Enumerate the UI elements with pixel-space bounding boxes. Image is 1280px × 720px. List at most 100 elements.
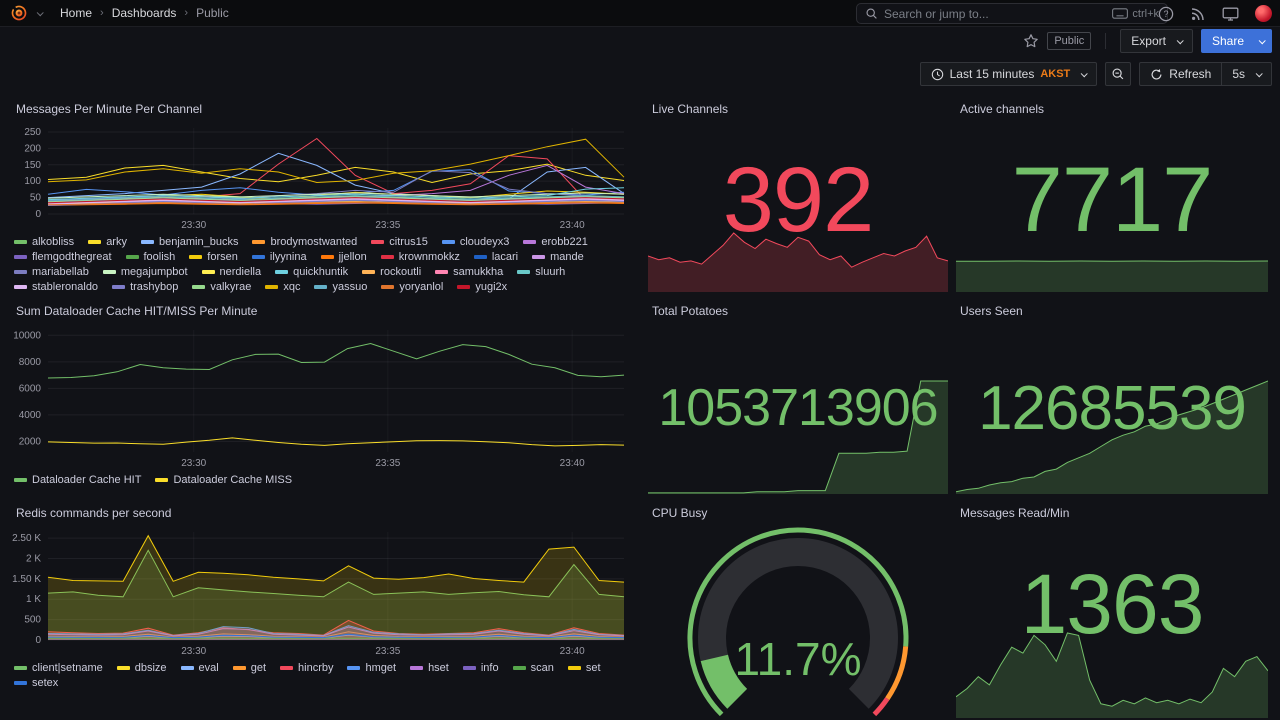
legend-item[interactable]: foolish	[125, 251, 175, 263]
legend-item[interactable]: client|setname	[14, 662, 103, 674]
breadcrumb-home[interactable]: Home	[60, 6, 93, 20]
svg-text:23:30: 23:30	[181, 646, 206, 657]
legend-label: yoryanlol	[399, 281, 444, 293]
avatar[interactable]	[1255, 5, 1272, 22]
refresh-label: Refresh	[1169, 67, 1212, 81]
svg-text:6000: 6000	[19, 383, 42, 394]
legend-swatch	[155, 478, 169, 482]
legend-item[interactable]: hincrby	[280, 662, 333, 674]
star-icon[interactable]	[1023, 33, 1039, 49]
legend-item[interactable]: brodymostwanted	[252, 236, 357, 248]
monitor-icon[interactable]	[1222, 6, 1239, 22]
legend-item[interactable]: yoryanlol	[381, 281, 443, 293]
legend-item[interactable]: hmget	[347, 662, 396, 674]
legend-item[interactable]: alkobliss	[14, 236, 74, 248]
legend-item[interactable]: Dataloader Cache MISS	[155, 474, 292, 486]
svg-text:150: 150	[24, 160, 41, 171]
legend-swatch	[362, 270, 376, 274]
legend-swatch	[14, 240, 27, 244]
panel-title[interactable]: Live Channels	[652, 102, 729, 116]
legend-item[interactable]: Dataloader Cache HIT	[14, 474, 141, 486]
panel-title[interactable]: Active channels	[960, 102, 1045, 116]
panel-live-channels: Live Channels 392	[648, 96, 948, 292]
legend-item[interactable]: scan	[512, 662, 554, 674]
legend-swatch	[462, 666, 476, 670]
legend-swatch	[189, 255, 203, 259]
panel-title[interactable]: Redis commands per second	[16, 506, 172, 520]
legend-swatch	[347, 666, 361, 670]
legend-item[interactable]: yugi2x	[457, 281, 507, 293]
panel-title[interactable]: Users Seen	[960, 304, 1023, 318]
legend-item[interactable]: ilyynina	[251, 251, 307, 263]
legend-item[interactable]: citrus15	[371, 236, 428, 248]
legend-item[interactable]: lacari	[473, 251, 518, 263]
timeseries-chart[interactable]: 0 500 1 K 1.50 K 2 K 2.50 K 23:30 23:35 23:40	[12, 526, 640, 660]
legend-item[interactable]: info	[462, 662, 499, 674]
refresh-button[interactable]: Refresh	[1139, 62, 1223, 86]
legend-item[interactable]: eval	[180, 662, 219, 674]
legend-item[interactable]: sluurh	[517, 266, 565, 278]
legend-item[interactable]: flemgodthegreat	[14, 251, 112, 263]
legend-item[interactable]: cloudeyx3	[441, 236, 509, 248]
legend-swatch	[435, 270, 449, 274]
panel-title[interactable]: Messages Per Minute Per Channel	[16, 102, 203, 116]
legend-label: dbsize	[134, 662, 167, 674]
legend-item[interactable]: samukkha	[435, 266, 503, 278]
grafana-logo[interactable]	[10, 4, 28, 22]
legend-item[interactable]: yassuo	[314, 281, 367, 293]
legend-label: nerdiella	[219, 266, 262, 278]
panel-title[interactable]: Total Potatoes	[652, 304, 729, 318]
share-label: Share	[1211, 34, 1244, 48]
legend-label: arky	[106, 236, 127, 248]
clock-icon	[931, 68, 943, 80]
legend-label: hincrby	[298, 662, 334, 674]
legend-label: erobb221	[541, 236, 588, 248]
legend-item[interactable]: mariabellab	[14, 266, 89, 278]
rss-icon[interactable]	[1190, 6, 1206, 22]
panel-title[interactable]: Messages Read/Min	[960, 506, 1070, 520]
share-menu-button[interactable]	[1247, 29, 1272, 53]
legend-item[interactable]: krownmokkz	[380, 251, 460, 263]
legend-item[interactable]: mande	[532, 251, 584, 263]
zoom-out-button[interactable]	[1105, 62, 1132, 86]
legend-item[interactable]: rockoutli	[362, 266, 421, 278]
time-range-picker[interactable]: Last 15 minutes AKST	[919, 62, 1098, 86]
legend-item[interactable]: hset	[410, 662, 449, 674]
legend-item[interactable]: dbsize	[116, 662, 167, 674]
time-controls: Last 15 minutes AKST Refresh 5s	[0, 60, 1280, 88]
legend-item[interactable]: trashybop	[112, 281, 178, 293]
legend-label: citrus15	[389, 236, 428, 248]
breadcrumb-dashboards[interactable]: Dashboards	[111, 6, 177, 20]
panel-users-seen: Users Seen 12685539	[956, 298, 1268, 494]
legend-item[interactable]: get	[232, 662, 266, 674]
share-button[interactable]: Share	[1200, 29, 1255, 53]
legend-item[interactable]: megajumpbot	[102, 266, 188, 278]
refresh-interval-picker[interactable]: 5s	[1222, 62, 1272, 86]
panel-title[interactable]: CPU Busy	[652, 506, 708, 520]
legend-item[interactable]: stableronaldo	[14, 281, 98, 293]
panel-title[interactable]: Sum Dataloader Cache HIT/MISS Per Minute	[16, 304, 258, 318]
legend-item[interactable]: benjamin_bucks	[140, 236, 239, 248]
timeseries-chart[interactable]: 2000 4000 6000 8000 10000 23:30 23:35 23:40	[12, 324, 640, 472]
legend-item[interactable]: jjellon	[320, 251, 367, 263]
legend-item[interactable]: arky	[88, 236, 127, 248]
legend-item[interactable]: setex	[14, 677, 58, 689]
chart-legend: client|setname dbsize eval get hincrby hmget h…	[14, 662, 622, 689]
legend-item[interactable]: xqc	[265, 281, 300, 293]
timeseries-chart[interactable]: 0 50 100 150 200 250 23:30 23:35 23:40	[12, 122, 640, 234]
chart-legend: Dataloader Cache HIT Dataloader Cache MIS…	[14, 474, 622, 486]
help-icon[interactable]: ?	[1158, 6, 1174, 22]
legend-item[interactable]: forsen	[189, 251, 238, 263]
legend-item[interactable]: nerdiella	[201, 266, 262, 278]
legend-item[interactable]: quickhuntik	[275, 266, 348, 278]
legend-label: benjamin_bucks	[158, 236, 239, 248]
legend-item[interactable]: set	[567, 662, 601, 674]
chevron-down-icon[interactable]	[36, 8, 44, 16]
search-input[interactable]	[884, 6, 1107, 21]
legend-swatch	[140, 240, 154, 244]
legend-item[interactable]: erobb221	[523, 236, 588, 248]
search-box[interactable]: ctrl+k	[856, 3, 1168, 24]
legend-item[interactable]: valkyrae	[192, 281, 251, 293]
gauge-chart[interactable]	[658, 526, 938, 718]
export-button[interactable]: Export	[1120, 29, 1193, 53]
